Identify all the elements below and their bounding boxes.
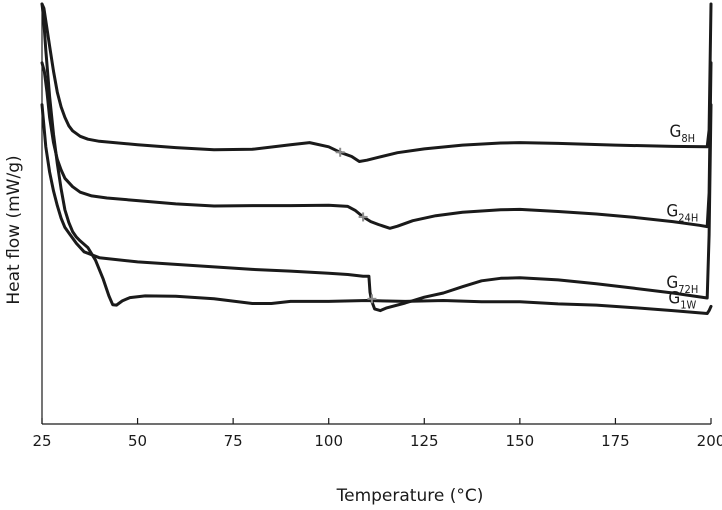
y-axis-title: Heat flow (mW/g) bbox=[4, 155, 24, 304]
x-tick-label: 150 bbox=[506, 432, 535, 450]
curve-label-G1W: G1W bbox=[668, 289, 696, 312]
axes bbox=[41, 4, 711, 425]
series-group bbox=[40, 2, 713, 315]
curve-label-G72H: G72H bbox=[666, 273, 698, 296]
x-tick-label: 25 bbox=[32, 432, 51, 450]
series-line-G24H bbox=[40, 61, 713, 230]
tg-marker-G72H bbox=[367, 294, 377, 304]
x-tick-label: 200 bbox=[697, 432, 722, 450]
curve-label-G24H: G24H bbox=[666, 202, 698, 225]
series-line-G72H bbox=[40, 103, 713, 313]
tg-marker-G24H bbox=[358, 212, 368, 222]
series-line-G1W bbox=[40, 2, 713, 315]
x-axis-title: Temperature (°C) bbox=[336, 486, 484, 506]
x-tick-label: 50 bbox=[128, 432, 147, 450]
tg-marker-G8H bbox=[335, 147, 345, 157]
x-tick-label: 100 bbox=[314, 432, 343, 450]
x-tick-label: 125 bbox=[410, 432, 439, 450]
curve-label-G8H: G8H bbox=[670, 122, 696, 145]
series-line-G8H bbox=[40, 2, 713, 163]
x-ticks: 25 50 75 100 125 150 175 200 bbox=[32, 418, 722, 450]
x-tick-label: 75 bbox=[224, 432, 243, 450]
tg-markers bbox=[335, 147, 377, 304]
x-tick-label: 175 bbox=[601, 432, 630, 450]
